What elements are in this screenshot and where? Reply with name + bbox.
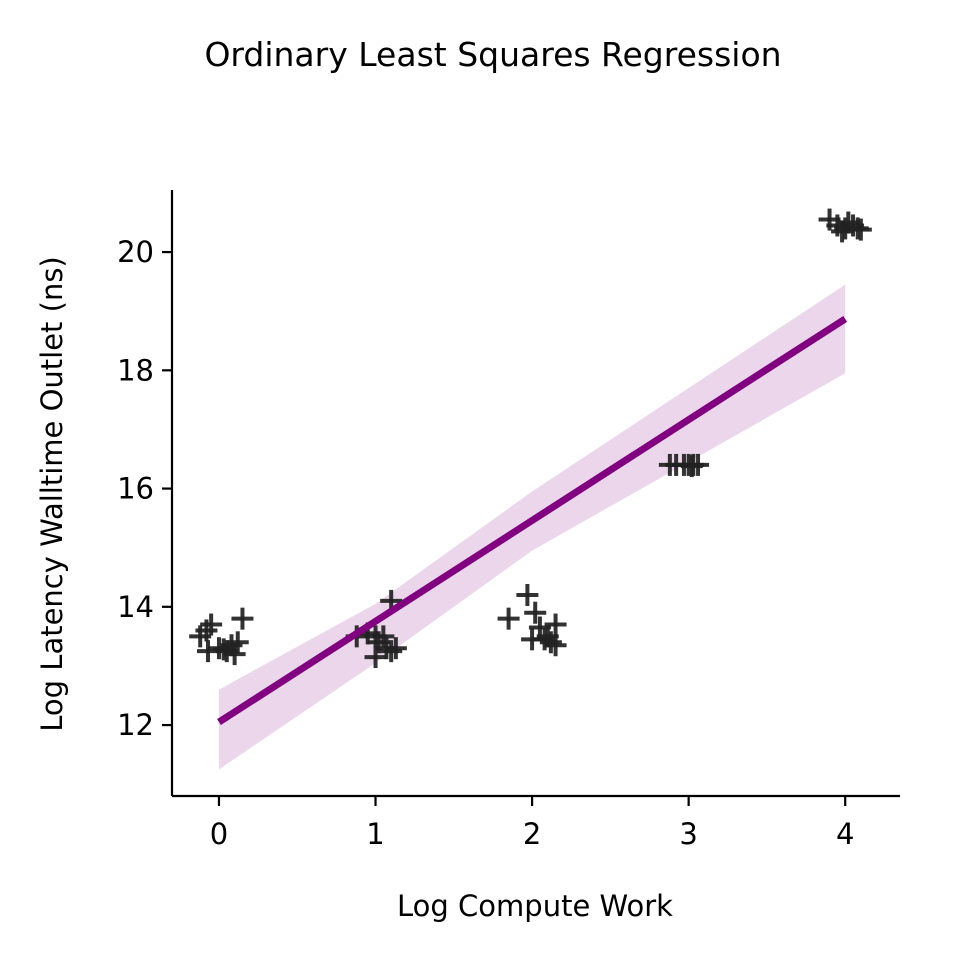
data-point-19 [384,637,407,660]
data-point-45 [831,220,854,243]
x-axis-label: Log Compute Work [397,889,673,923]
data-point-15 [372,625,395,648]
x-tick-label-0: 0 [210,817,228,851]
data-point-37 [680,455,703,478]
data-point-44 [849,218,872,241]
y-tick-label-20: 20 [117,235,154,269]
y-tick-label-14: 14 [117,590,154,624]
data-point-9 [231,607,254,630]
data-point-10 [212,638,235,661]
data-point-29 [544,613,567,636]
y-tick-label-12: 12 [117,708,154,742]
y-tick-label-18: 18 [117,353,154,387]
data-point-22 [516,583,539,606]
chart-title: Ordinary Least Squares Regression [204,35,781,74]
data-point-23 [524,601,547,624]
data-point-7 [223,643,246,666]
data-point-21 [497,607,520,630]
x-tick-label-1: 1 [366,817,384,851]
y-axis-label: Log Latency Walltime Outlet (ns) [35,256,69,731]
data-point-18 [380,640,403,663]
data-point-8 [226,631,249,654]
fit-line [217,315,848,726]
data-point-28 [539,631,562,654]
confidence-band [218,284,846,770]
x-tick-label-3: 3 [679,817,697,851]
x-tick-label-4: 4 [836,817,854,851]
plot-area [189,208,872,770]
data-point-30 [544,634,567,657]
y-tick-label-16: 16 [117,472,154,506]
data-point-2 [200,613,223,636]
x-tick-label-2: 2 [523,817,541,851]
